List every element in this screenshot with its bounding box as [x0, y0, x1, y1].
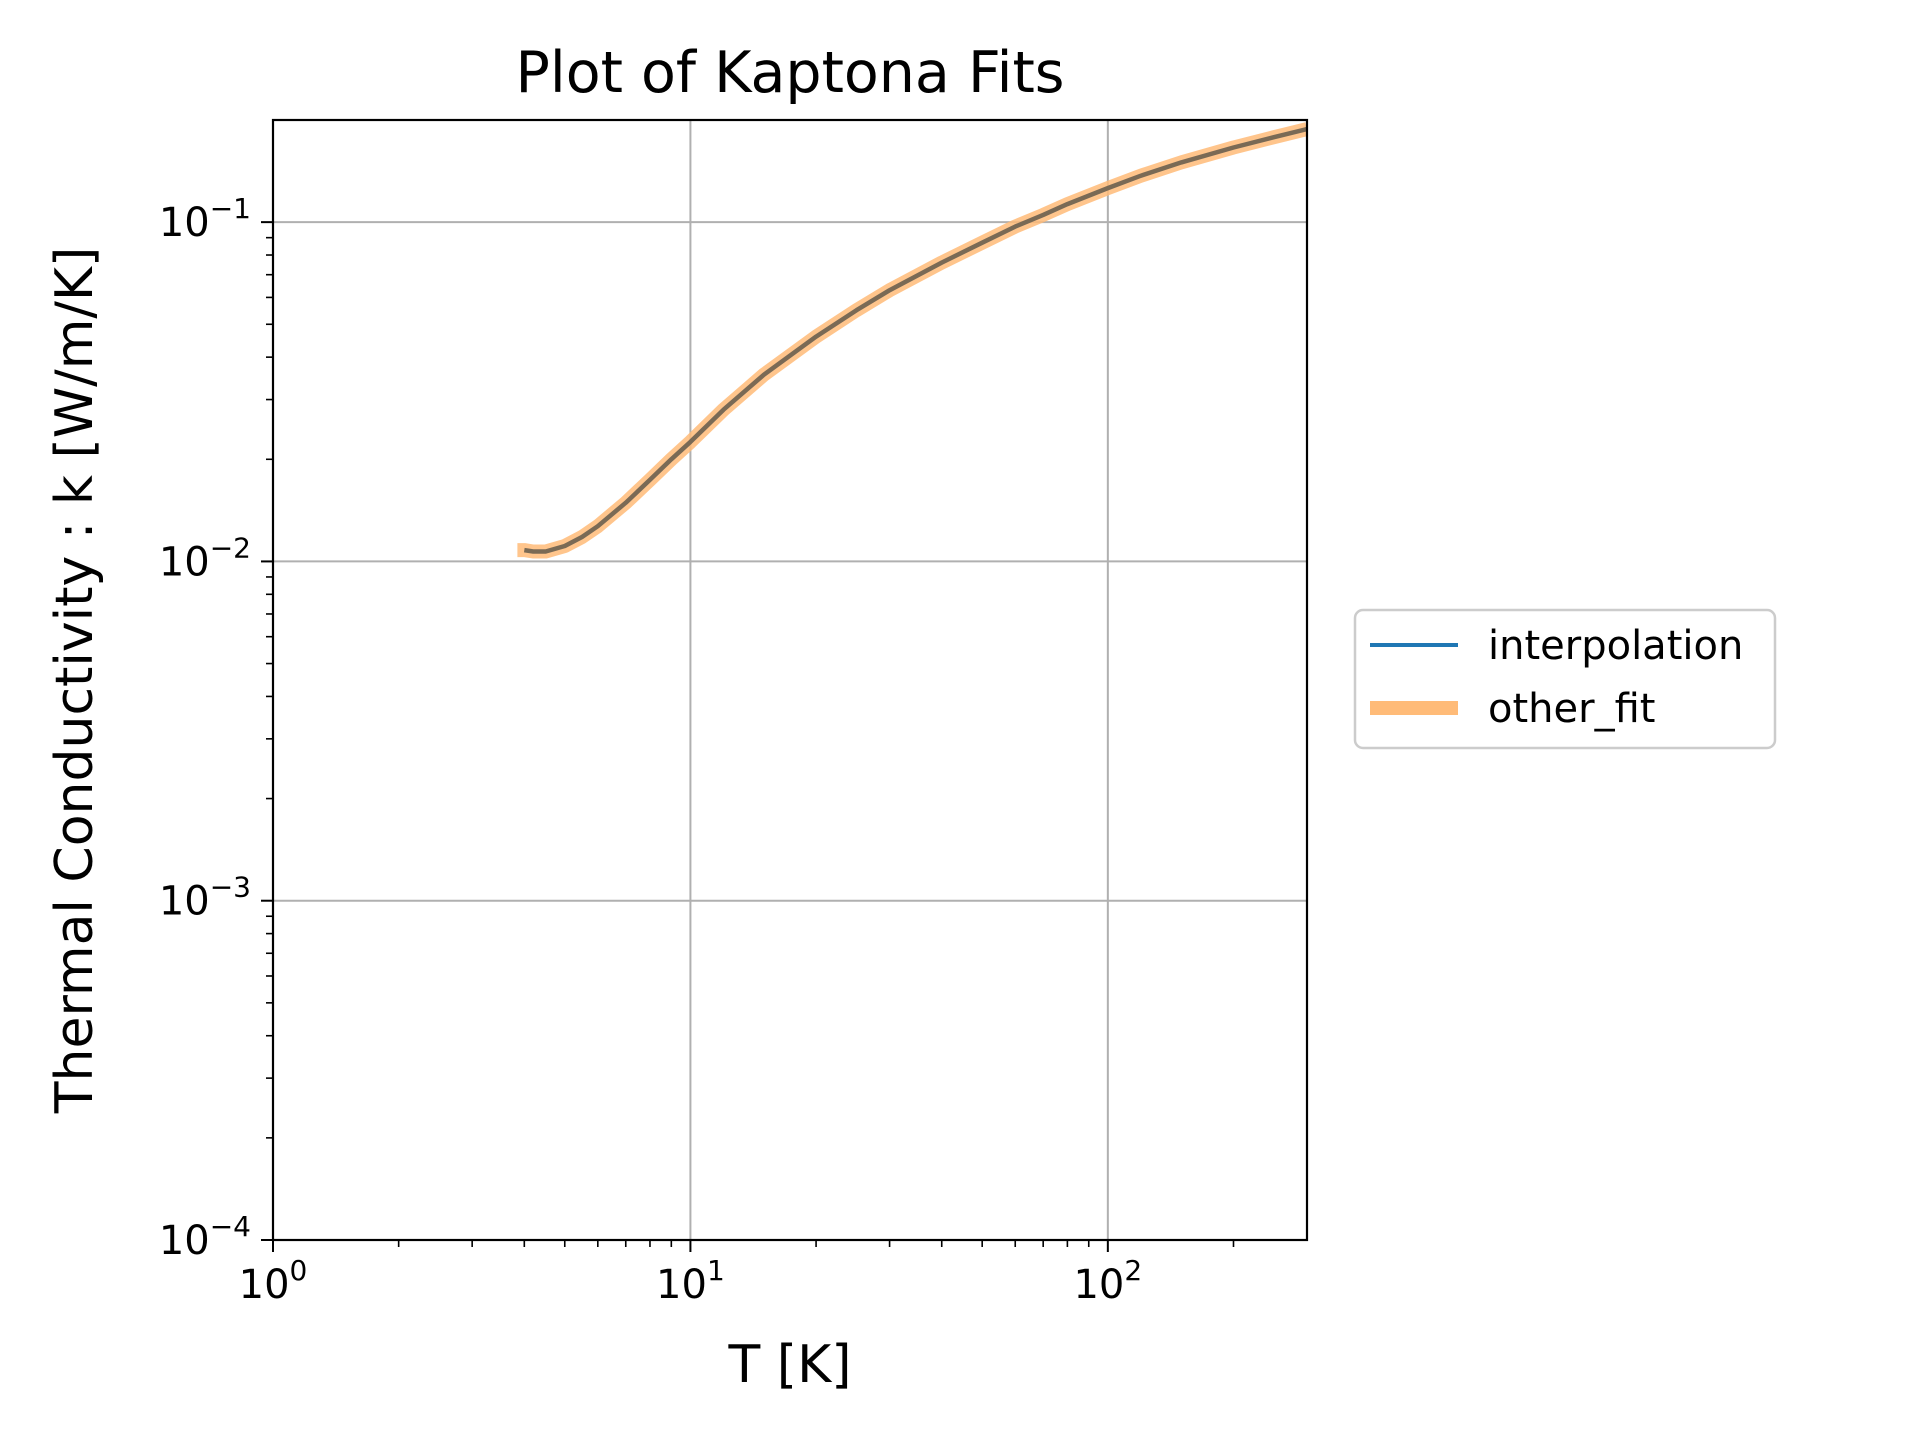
legend-box: [1353, 608, 1777, 750]
chart-title: Plot of Kaptona Fits: [515, 40, 1064, 106]
x-tick-label: 102: [1073, 1254, 1142, 1308]
y-tick-label: 10−4: [159, 1210, 251, 1264]
x-tick-labels: 100 101 102: [239, 1254, 1143, 1308]
x-axis-title: T [K]: [728, 1335, 852, 1395]
legend-label-other-fit: other_fit: [1488, 686, 1655, 732]
y-tick-label: 10−1: [159, 192, 251, 246]
major-ticks: [261, 221, 1109, 1252]
series-layer: [517, 122, 1307, 559]
x-tick-label: 101: [656, 1254, 725, 1308]
y-tick-label: 10−3: [159, 871, 251, 925]
series-line-interpolation: [523, 126, 1307, 554]
y-tick-label: 10−2: [159, 531, 251, 585]
grid-lines: [273, 120, 1307, 1240]
legend-label-interpolation: interpolation: [1488, 623, 1743, 669]
minor-ticks: [266, 236, 1235, 1247]
y-axis-title: Thermal Conductivity : k [W/m/K]: [45, 247, 105, 1115]
legend: interpolation other_fit: [1353, 608, 1777, 750]
plot-frame: [271, 118, 1309, 1242]
plot-area: [517, 122, 1307, 559]
x-tick-label: 100: [239, 1254, 308, 1308]
y-tick-labels: 10−4 10−3 10−2 10−1: [159, 192, 251, 1264]
